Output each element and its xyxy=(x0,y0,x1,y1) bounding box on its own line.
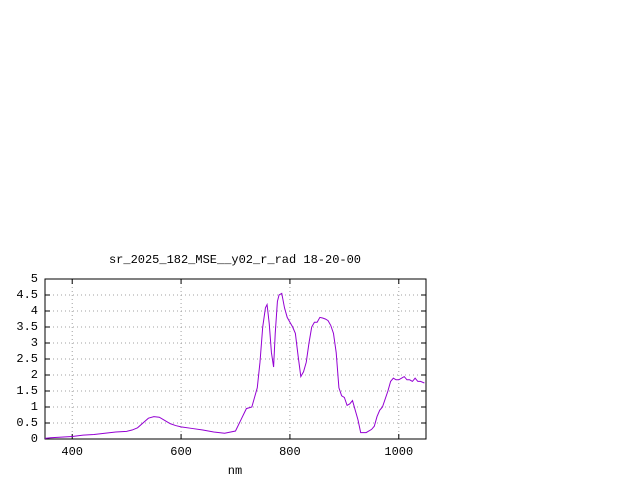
chart-title: sr_2025_182_MSE__y02_r_rad 18-20-00 xyxy=(109,253,361,267)
y-tick-label: 3 xyxy=(31,336,38,350)
y-tick-label: 1.5 xyxy=(16,384,38,398)
x-tick-label: 600 xyxy=(170,445,192,459)
y-tick-label: 5 xyxy=(31,272,38,286)
y-tick-label: 0.5 xyxy=(16,416,38,430)
x-tick-label: 1000 xyxy=(384,445,413,459)
y-tick-label: 0 xyxy=(31,432,38,446)
y-tick-label: 4.5 xyxy=(16,288,38,302)
y-tick-label: 2.5 xyxy=(16,352,38,366)
x-axis-label: nm xyxy=(228,464,242,478)
y-tick-label: 2 xyxy=(31,368,38,382)
data-line xyxy=(44,292,425,439)
plot-frame xyxy=(44,278,427,440)
y-tick-label: 3.5 xyxy=(16,320,38,334)
y-tick-label: 4 xyxy=(31,304,38,318)
y-tick-label: 1 xyxy=(31,400,38,414)
x-tick-label: 400 xyxy=(61,445,83,459)
x-tick-label: 800 xyxy=(279,445,301,459)
